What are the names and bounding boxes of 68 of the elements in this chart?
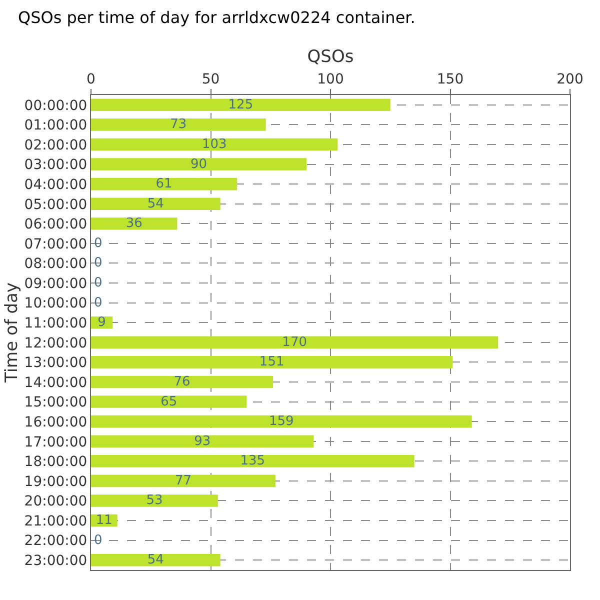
data-label: 73	[170, 117, 187, 132]
bar	[91, 178, 238, 190]
x-tick-label: 0	[86, 71, 96, 88]
bar	[91, 435, 314, 448]
data-label: 93	[194, 434, 211, 449]
data-label: 77	[174, 473, 192, 488]
bar	[91, 474, 276, 488]
bar	[91, 198, 220, 210]
y-tick-label: 05:00:00	[24, 196, 88, 213]
y-tick-label: 07:00:00	[24, 236, 88, 252]
bar	[91, 554, 220, 566]
data-label: 36	[126, 216, 142, 232]
y-tick-label: 22:00:00	[24, 533, 88, 550]
y-tick-label: 03:00:00	[24, 157, 88, 174]
y-tick-label: 01:00:00	[24, 118, 88, 134]
y-tick-label: 06:00:00	[24, 216, 88, 233]
bar	[91, 158, 307, 170]
bar	[91, 336, 498, 349]
x-tick-label: 200	[556, 71, 584, 88]
y-tick-label: 13:00:00	[24, 355, 88, 372]
data-label: 53	[146, 493, 163, 508]
y-tick-label: 04:00:00	[24, 176, 88, 193]
y-tick-label: 09:00:00	[24, 276, 88, 292]
y-tick-label: 20:00:00	[24, 494, 88, 510]
data-label: 103	[202, 136, 227, 152]
bar	[91, 138, 338, 151]
bar	[91, 98, 390, 112]
data-label: 125	[228, 97, 254, 112]
x-tick-label: 100	[317, 71, 344, 88]
data-label: 151	[259, 354, 284, 370]
chart-title: QSOs per time of day for arrldxcw0224 container.	[18, 8, 416, 28]
data-label: 135	[240, 454, 266, 469]
data-label: 54	[147, 552, 164, 568]
data-label: 76	[174, 374, 190, 390]
y-tick-label: 12:00:00	[24, 335, 88, 352]
data-label: 54	[147, 196, 164, 212]
bar	[91, 118, 266, 131]
y-tick-label: 11:00:00	[24, 316, 88, 332]
y-tick-label: 02:00:00	[24, 137, 88, 154]
y-tick-label: 15:00:00	[24, 394, 88, 411]
data-label: 11	[96, 513, 112, 528]
bar	[91, 376, 274, 388]
y-tick-label: 16:00:00	[24, 414, 88, 430]
y-tick-label: 18:00:00	[24, 454, 88, 470]
y-tick-label: 14:00:00	[24, 374, 88, 391]
data-label: 90	[190, 156, 208, 172]
y-tick-label: 17:00:00	[24, 434, 88, 450]
data-label: 65	[160, 394, 178, 410]
y-tick-label: 08:00:00	[24, 256, 88, 272]
x-tick-label: 50	[202, 71, 220, 88]
y-tick-label: 00:00:00	[24, 98, 88, 114]
data-label: 159	[268, 414, 294, 430]
y-tick-label: 23:00:00	[24, 553, 88, 569]
data-label: 61	[156, 176, 172, 192]
data-label: 9	[98, 315, 106, 330]
y-axis-title: Time of day	[2, 282, 22, 384]
bar	[91, 455, 414, 468]
bar	[91, 396, 247, 408]
x-tick-label: 150	[436, 71, 464, 88]
y-tick-label: 19:00:00	[24, 474, 88, 490]
bar	[91, 218, 178, 230]
bar	[91, 415, 472, 428]
y-tick-label: 21:00:00	[24, 513, 88, 530]
x-axis-title: QSOs	[307, 46, 354, 67]
y-tick-label: 10:00:00	[24, 296, 88, 312]
data-label: 170	[282, 334, 307, 350]
bar	[91, 356, 453, 368]
bar	[91, 494, 218, 507]
